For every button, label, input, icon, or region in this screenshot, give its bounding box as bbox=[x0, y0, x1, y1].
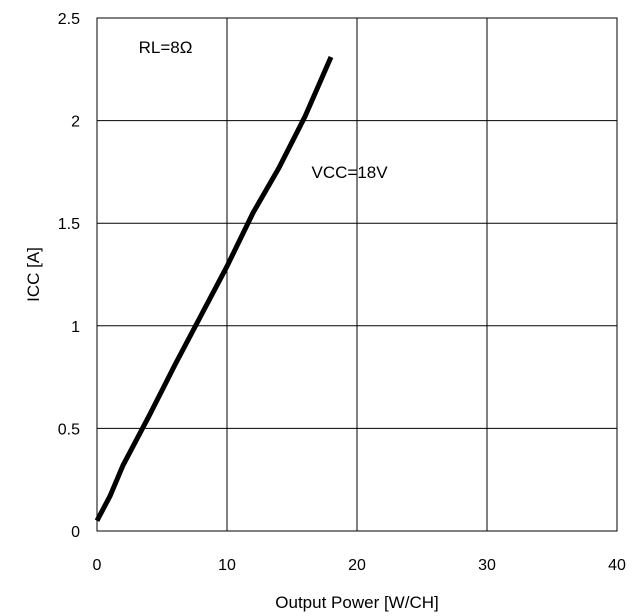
x-tick-label: 30 bbox=[478, 557, 496, 574]
x-tick-label: 40 bbox=[608, 557, 626, 574]
series-group bbox=[94, 55, 334, 522]
x-axis-title: Output Power [W/CH] bbox=[275, 593, 438, 612]
x-tick-label: 0 bbox=[93, 557, 102, 574]
y-tick-labels: 0 0.5 1 1.5 2 2.5 bbox=[58, 11, 80, 541]
y-tick-label: 0 bbox=[71, 524, 80, 541]
annotations: RL=8Ω VCC=18V bbox=[139, 38, 389, 182]
grid bbox=[96, 17, 618, 532]
series-line-0 bbox=[94, 55, 334, 522]
annotation-label-0: RL=8Ω bbox=[139, 38, 193, 57]
x-tick-labels: 0 10 20 30 40 bbox=[93, 557, 626, 574]
x-tick-label: 10 bbox=[218, 557, 236, 574]
annotation-label-1: VCC=18V bbox=[312, 163, 389, 182]
y-tick-label: 0.5 bbox=[58, 421, 80, 438]
x-tick-label: 20 bbox=[348, 557, 366, 574]
y-tick-label: 1 bbox=[71, 319, 80, 336]
y-tick-label: 2 bbox=[71, 114, 80, 131]
y-axis-title: ICC [A] bbox=[24, 247, 43, 302]
y-tick-label: 2.5 bbox=[58, 11, 80, 28]
y-tick-label: 1.5 bbox=[58, 216, 80, 233]
plot-area-frame bbox=[96, 17, 618, 532]
